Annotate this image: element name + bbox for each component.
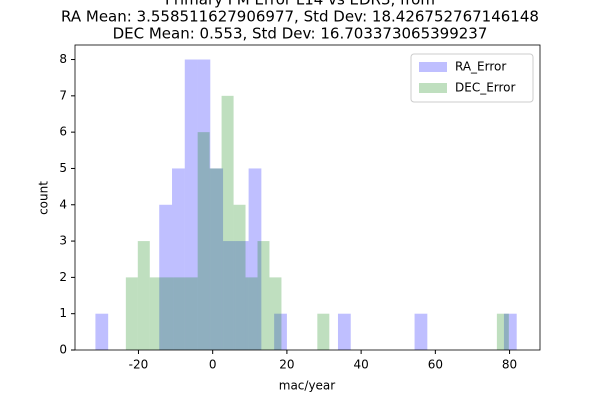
histogram-bar [159,204,173,350]
x-tick-label: 20 [279,358,294,372]
y-tick-label: 2 [59,270,67,284]
chart-title: DEC Mean: 0.553, Std Dev: 16.70337306539… [113,25,488,43]
histogram-bar [197,59,211,351]
histogram-bar [185,277,198,350]
y-tick-label: 8 [59,52,67,66]
y-tick-label: 3 [59,234,67,248]
x-tick-label: 40 [353,358,368,372]
histogram-bar [269,277,282,350]
histogram-bar [221,95,234,350]
histogram-bar [248,168,262,350]
histogram-bar [496,313,509,350]
histogram-bar [209,168,222,350]
y-tick-label: 0 [59,343,67,357]
y-tick-label: 4 [59,197,67,211]
legend-label: DEC_Error [455,81,516,95]
histogram-bar [223,241,236,350]
y-tick-label: 6 [59,125,67,139]
histogram-bar [257,241,270,350]
histogram-bar [197,132,210,350]
histogram-bar [210,168,224,350]
x-tick-label: 80 [502,358,517,372]
histogram-bar [184,59,198,351]
y-tick-label: 7 [59,88,67,102]
y-tick-label: 1 [59,306,67,320]
histogram-bar [233,204,246,350]
y-axis-label: count [37,181,51,215]
chart-title: RA Mean: 3.558511627906977, Std Dev: 18.… [61,8,539,26]
histogram-bar [274,313,287,350]
histogram-bar [337,313,351,350]
histogram-bar [125,277,138,350]
histogram-bar [414,313,428,350]
legend-box [410,53,534,103]
histogram-bar [173,277,186,350]
legend-swatch [419,83,447,93]
x-tick-label: -20 [129,358,149,372]
histogram-bar [137,241,150,350]
plot-frame [74,44,541,351]
histogram-bar [245,277,258,350]
histogram-bar [317,313,330,350]
legend-label: RA_Error [455,60,506,74]
histogram-bar [235,241,249,350]
x-tick-label: 0 [209,358,217,372]
histogram-bar [95,313,109,350]
legend-swatch [419,62,447,72]
histogram-bar [172,168,185,350]
histogram-bar [149,277,162,350]
x-tick-label: 60 [428,358,443,372]
histogram-bar [503,313,517,350]
x-axis-label: mac/year [279,379,336,393]
chart-title: Primary PM Error L14 vs EDR3, from [165,0,435,9]
y-tick-label: 5 [59,161,67,175]
histogram-bar [161,277,174,350]
